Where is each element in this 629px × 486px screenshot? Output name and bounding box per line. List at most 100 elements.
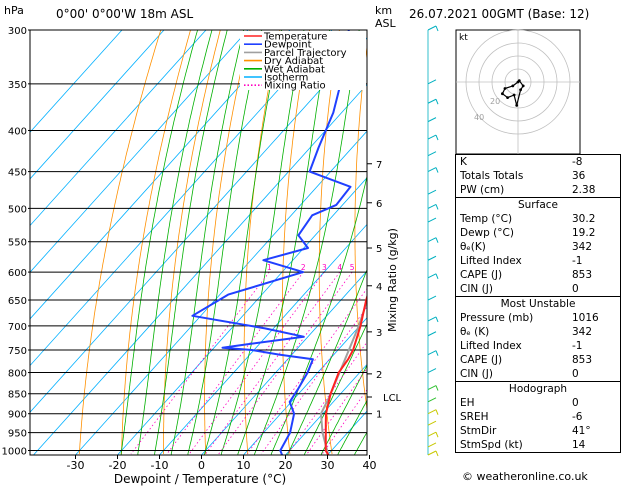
hodograph-value: 41° (572, 425, 591, 437)
wet-adiabat-line (220, 30, 305, 455)
surface-value: -1 (572, 255, 583, 267)
surface-label: Dewp (°C) (460, 227, 514, 239)
surface-row: Dewp (°C) 19.2 (456, 226, 620, 240)
wet-adiabat-line (120, 30, 198, 455)
pressure-tick-label: 700 (8, 322, 27, 333)
temp-tick-label: 0 (198, 459, 205, 472)
hodograph-point (519, 88, 522, 92)
isotherm-line (117, 177, 367, 455)
hodograph-unit-label: kt (459, 33, 468, 43)
index-value: 36 (572, 170, 586, 182)
temp-tick-label: -20 (109, 459, 127, 472)
pressure-tick-label: 300 (8, 26, 27, 37)
most-unstable-label: CIN (J) (460, 368, 493, 380)
hodograph-value: 14 (572, 439, 586, 451)
most-unstable-value: 853 (572, 354, 593, 366)
location-label: 0°00' 0°00'W 18m ASL (56, 7, 194, 21)
pressure-tick-label: 900 (8, 410, 27, 421)
dry-adiabat-line (204, 30, 251, 455)
most-unstable-row: Pressure (mb) 1016 (456, 311, 620, 325)
isotherm-line (30, 30, 291, 320)
dewpoint-line (191, 30, 352, 455)
isotherm-line (159, 223, 367, 455)
wet-adiabat-line (320, 364, 367, 455)
wind-barb (427, 409, 437, 415)
wet-adiabat-line (337, 399, 367, 455)
pressure-tick-label: 350 (8, 80, 27, 91)
hodograph-label: StmSpd (kt) (460, 439, 523, 451)
wind-barb-flag (435, 204, 439, 210)
km-tick-label: 5 (376, 244, 382, 255)
hodograph-point (517, 79, 521, 83)
legend-label: Wet Adiabat (264, 64, 325, 75)
wet-adiabat-line (204, 30, 282, 455)
hodograph-point (521, 84, 525, 88)
surface-value: 0 (572, 283, 579, 295)
temp-tick-label: 40 (363, 459, 377, 472)
parcel-trajectory-line (320, 298, 367, 455)
surface-value: 30.2 (572, 213, 596, 225)
wind-barb (427, 350, 437, 356)
most-unstable-label: CAPE (J) (460, 354, 503, 366)
wind-barb (427, 316, 437, 322)
surface-label: Lifted Index (460, 255, 522, 267)
mixing-ratio-line (321, 389, 367, 455)
legend-label: Dewpoint (264, 40, 312, 51)
index-row: Totals Totals 36 (456, 169, 620, 183)
wind-barb (427, 331, 437, 337)
wind-barb (427, 237, 437, 243)
legend-label: Dry Adiabat (264, 56, 323, 67)
wind-barb-flag (435, 432, 439, 438)
surface-row: CAPE (J) 853 (456, 268, 620, 282)
most-unstable-title: Most Unstable (500, 298, 576, 310)
surface-value: 19.2 (572, 227, 596, 239)
surface-title: Surface (517, 199, 558, 211)
most-unstable-row: CAPE (J) 853 (456, 353, 620, 367)
hodograph-title: Hodograph (508, 383, 568, 395)
km-tick-label: 1 (376, 410, 382, 421)
hodograph-plot: kt 20 40 (455, 29, 581, 155)
wet-adiabat-line (237, 30, 330, 455)
most-unstable-row: θₑ (K) 342 (456, 325, 620, 339)
hodograph-point (515, 104, 519, 107)
wind-barb (427, 79, 437, 85)
isotherm-line (30, 30, 333, 367)
hodograph-value: -6 (572, 411, 583, 423)
isotherm-line (33, 83, 367, 455)
wind-barb (427, 255, 437, 261)
wind-barb-flag (435, 409, 439, 415)
wind-barb-flag (435, 316, 439, 323)
wind-barb-flag (435, 273, 439, 280)
surface-label: Temp (°C) (460, 213, 513, 225)
isotherm-line (75, 130, 367, 455)
legend-label: Mixing Ratio (264, 81, 326, 92)
most-unstable-label: θₑ (K) (460, 326, 490, 338)
x-axis-label: Dewpoint / Temperature (°C) (114, 472, 286, 486)
dry-adiabat-line (121, 30, 191, 454)
index-row: K -8 (456, 155, 620, 169)
index-value: 2.38 (572, 184, 596, 196)
wind-barb (427, 442, 437, 448)
legend-label: Temperature (263, 32, 327, 43)
temperature-line (324, 293, 367, 455)
hodograph-point (512, 93, 516, 97)
pressure-tick-label: 600 (8, 268, 27, 279)
wind-barb (427, 189, 437, 195)
surface-row: Temp (°C) 30.2 (456, 212, 620, 226)
index-value: -8 (572, 156, 583, 168)
wind-barb (427, 98, 437, 104)
mixing-ratio-line (246, 287, 367, 455)
surface-row: Lifted Index -1 (456, 254, 620, 268)
surface-row: CIN (J) 0 (456, 282, 620, 296)
indices-table: K -8 Totals Totals 36 PW (cm) 2.38 Surface Te… (455, 154, 621, 453)
hodograph-row: StmDir 41° (456, 424, 620, 438)
wind-barb (427, 431, 437, 437)
dry-adiabat-line (354, 43, 367, 412)
most-unstable-value: -1 (572, 340, 583, 352)
surface-row: θₑ(K) 342 (456, 240, 620, 254)
surface-label: CAPE (J) (460, 269, 503, 281)
mixing-ratio-label: 2 (301, 263, 306, 272)
wind-barb (427, 217, 437, 223)
surface-label: θₑ(K) (460, 241, 486, 253)
